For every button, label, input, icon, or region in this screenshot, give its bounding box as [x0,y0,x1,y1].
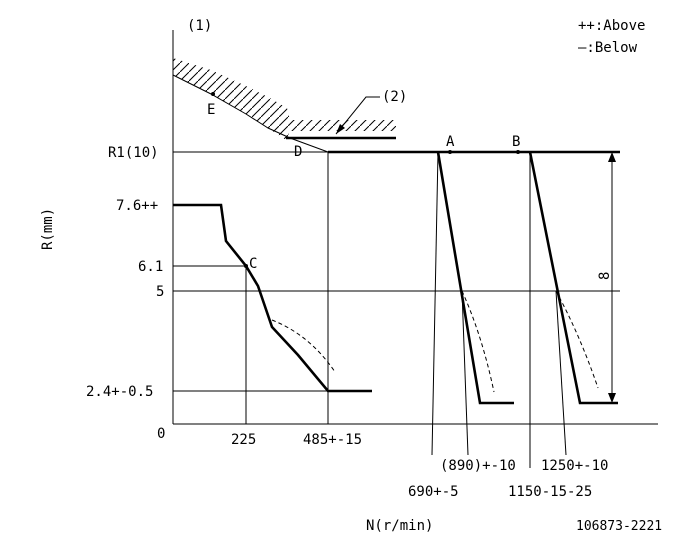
ref-vline-890 [461,290,469,456]
hatched-stopper-region [173,58,396,140]
point-b-marker [516,150,520,154]
x-tick-1150: 1150-15-25 [508,484,592,500]
x-tick-485: 485+-15 [303,432,362,448]
y-tick-2-4: 2.4+-0.5 [86,384,153,400]
governor-line-b [528,151,618,405]
point-e-marker [211,92,215,96]
point-e-label: E [207,102,215,118]
callout-2-label: (2) [382,89,407,105]
point-a-label: A [446,134,455,150]
y-tick-zero: 0 [157,426,165,442]
x-axis-label: N(r/min) [366,518,433,534]
legend-below: —:Below [578,40,638,56]
governor-dash-a [461,290,495,393]
callout-2-leader [335,96,380,135]
y-tick-5: 5 [156,284,164,300]
y-axis-label: R(mm) [40,208,56,250]
point-d-label: D [294,144,302,160]
y-tick-6-1: 6.1 [138,259,163,275]
idle-dash-curve [271,319,336,373]
ref-vline-690 [431,151,439,456]
x-tick-225: 225 [231,432,256,448]
callout-1-label: (1) [187,18,212,34]
x-tick-690: 690+-5 [408,484,459,500]
x-tick-890: (890)+-10 [440,458,516,474]
dimension-arrow-top [608,152,616,162]
dimension-arrow-bottom [608,393,616,403]
ref-vline-1250 [555,290,567,456]
governor-line-a [436,151,514,405]
drawing-number: 106873-2221 [576,519,662,534]
stopper-curve [172,74,329,153]
governor-dash-b [555,290,599,389]
dimension-label: 8 [597,272,613,280]
legend-above: ++:Above [578,18,645,34]
point-b-label: B [512,134,520,150]
y-tick-7-6: 7.6++ [116,198,158,214]
x-tick-1250: 1250+-10 [541,458,608,474]
callout-2-arrow [336,124,345,134]
point-c-label: C [249,256,257,272]
point-c-marker [244,264,248,268]
y-tick-r1: R1(10) [108,145,159,161]
point-a-marker [448,150,452,154]
idle-rack-curve [173,203,372,393]
